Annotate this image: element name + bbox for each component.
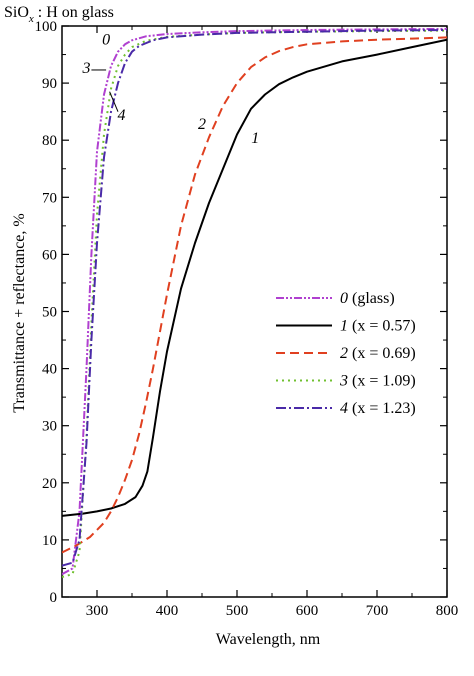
curve-label: 1 — [251, 130, 259, 147]
x-tick-label: 600 — [296, 603, 319, 619]
x-tick-label: 500 — [226, 603, 249, 619]
y-tick-label: 50 — [42, 305, 57, 321]
y-tick-label: 90 — [42, 76, 57, 92]
series-line-1 — [62, 38, 447, 517]
title-base: SiO — [4, 4, 29, 21]
curve-label: 3 — [82, 60, 91, 77]
legend-label-3: 3 (x = 1.09) — [339, 373, 416, 390]
x-tick-label: 400 — [156, 603, 179, 619]
x-tick-label: 700 — [366, 603, 389, 619]
y-tick-label: 20 — [42, 476, 57, 492]
series-line-0 — [62, 27, 447, 576]
series-group — [62, 27, 447, 578]
title-rest: : H on glass — [34, 4, 114, 21]
legend-label-1: 1 (x = 0.57) — [340, 318, 416, 335]
curve-labels: 03 4 2 1 — [82, 31, 260, 147]
legend-label-0: 0 (glass) — [340, 290, 395, 307]
legend-label-2: 2 (x = 0.69) — [340, 345, 416, 362]
series-line-3 — [62, 29, 447, 578]
y-tick-label: 80 — [42, 133, 57, 149]
curve-label: 2 — [198, 116, 206, 133]
y-tick-label: 100 — [35, 19, 58, 35]
y-axis-label: Transmittance + reflectance, % — [11, 213, 28, 412]
x-tick-label: 300 — [86, 603, 109, 619]
y-tick-label: 40 — [42, 362, 57, 378]
curve-label: 0 — [102, 31, 110, 48]
y-tick-label: 10 — [42, 533, 57, 549]
curve-label: 4 — [118, 107, 126, 124]
chart-title: SiOx : H on glass — [4, 4, 114, 25]
leader-line-4 — [109, 91, 119, 112]
x-axis-label: Wavelength, nm — [216, 631, 321, 648]
series-line-2 — [62, 36, 447, 554]
series-line-4 — [62, 29, 447, 567]
title-sub: x — [28, 13, 34, 25]
legend: 0 (glass) 1 (x = 0.57) 2 (x = 0.69) 3 (x = … — [276, 290, 416, 417]
x-tick-label: 800 — [436, 603, 459, 619]
y-tick-label: 30 — [42, 419, 57, 435]
y-tick-label: 0 — [50, 590, 58, 606]
y-tick-label: 60 — [42, 247, 57, 263]
legend-label-4: 4 (x = 1.23) — [340, 400, 416, 417]
y-tick-label: 70 — [42, 190, 57, 206]
